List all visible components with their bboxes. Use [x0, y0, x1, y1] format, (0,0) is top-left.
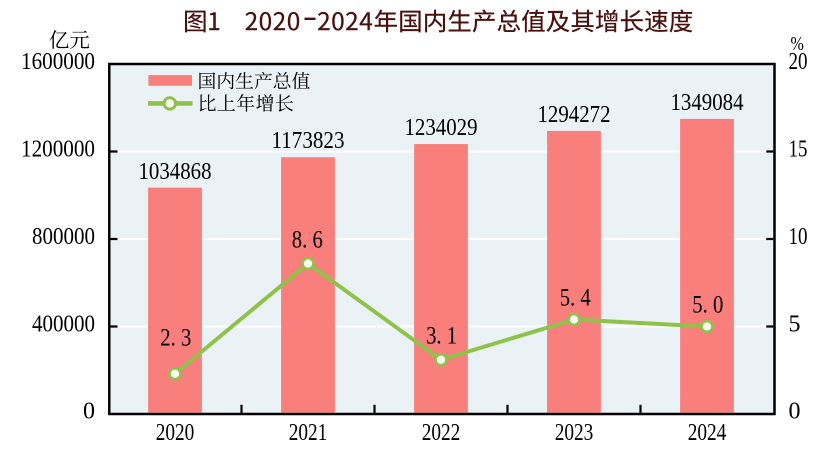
svg-text:2022: 2022	[422, 420, 461, 446]
svg-text:15: 15	[789, 137, 808, 163]
svg-text:1294272: 1294272	[538, 102, 611, 128]
svg-text:%: %	[791, 32, 804, 54]
svg-text:1600000: 1600000	[21, 49, 95, 75]
svg-text:1173823: 1173823	[272, 128, 345, 154]
svg-text:2023: 2023	[555, 420, 594, 446]
svg-text:1349084: 1349084	[671, 90, 744, 116]
svg-text:5. 0: 5. 0	[692, 289, 723, 318]
svg-text:2. 3: 2. 3	[160, 323, 191, 352]
svg-text:800000: 800000	[32, 224, 95, 250]
svg-text:8. 6: 8. 6	[292, 225, 323, 254]
svg-text:1034868: 1034868	[139, 159, 212, 185]
svg-text:20: 20	[789, 49, 808, 75]
svg-text:400000: 400000	[32, 312, 95, 338]
svg-text:0: 0	[789, 399, 801, 425]
svg-text:0: 0	[83, 399, 95, 425]
svg-text:5. 4: 5. 4	[560, 283, 591, 312]
svg-text:1234029: 1234029	[405, 115, 478, 141]
svg-text:5: 5	[789, 312, 801, 338]
svg-text:1200000: 1200000	[21, 137, 95, 163]
svg-text:10: 10	[789, 224, 808, 250]
svg-text:2024: 2024	[688, 420, 727, 446]
svg-text:2021: 2021	[289, 420, 328, 446]
svg-text:2020: 2020	[156, 420, 195, 446]
svg-text:3. 1: 3. 1	[426, 320, 457, 349]
